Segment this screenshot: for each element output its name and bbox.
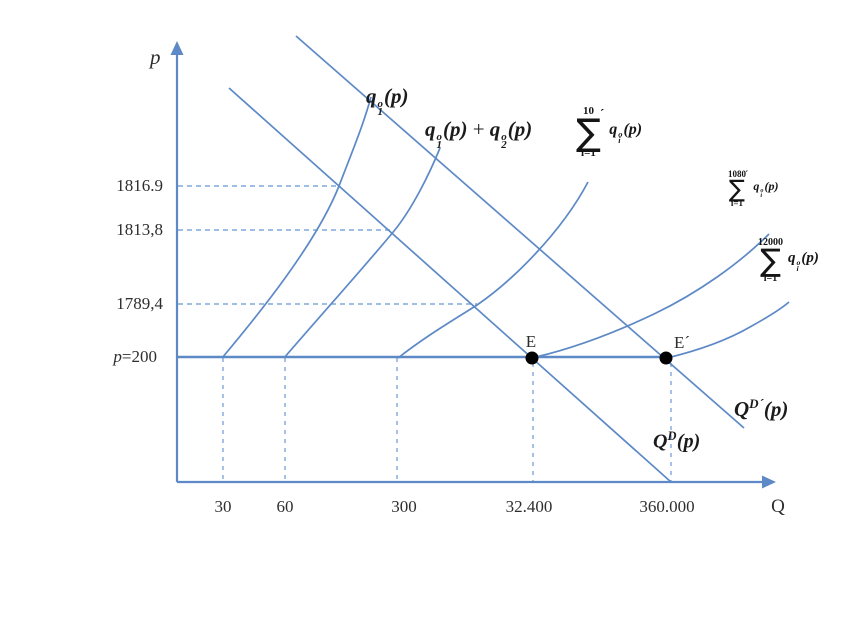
demand-curve-QD-prime — [295, 35, 745, 429]
x-axis-arrowhead-icon — [762, 475, 776, 489]
x-axis-label-q: Q — [771, 496, 785, 517]
y-axis-arrowhead-icon — [170, 41, 184, 55]
sigma-summand: q o i (p) — [753, 179, 779, 200]
supply-curve-sum-1080 — [535, 233, 770, 358]
label-supply-sum-1080: 1080 ∑ i=1 ´ q o i (p) — [728, 170, 778, 208]
label-demand-QD: QD(p) — [653, 429, 701, 453]
point-label-E: E — [525, 332, 537, 351]
label-supply-q1: q o 1 (p) — [366, 84, 409, 119]
sigma-icon: ∑ — [576, 111, 601, 154]
supply-curve-q1 — [221, 96, 372, 359]
demand-curve-QD — [228, 87, 672, 483]
sigma-stack: 1080 ∑ i=1 — [728, 169, 746, 209]
x-tick-360000: 360.000 — [639, 497, 695, 516]
sigma-icon: ∑ — [728, 175, 746, 203]
supply-curve-sum-10 — [397, 181, 589, 359]
sigma-stack: 12000 ∑ i=1 — [758, 237, 783, 285]
sigma-summand: q o i (p) — [788, 250, 819, 273]
x-tick-60: 60 — [276, 497, 294, 516]
sigma-prime-mark: ´ — [745, 170, 749, 181]
x-tick-300: 300 — [391, 497, 417, 516]
sigma-prime-mark: ´ — [599, 106, 605, 121]
y-tick-1813-8: 1813,8 — [116, 220, 163, 239]
y-tick-1789-4: 1789,4 — [116, 294, 163, 313]
y-tick-1816-9: 1816.9 — [116, 176, 163, 195]
label-supply-q1-plus-q2: q o 1 (p) + q o 2 (p) — [425, 117, 533, 152]
y-tick-p200: p=200 — [113, 347, 157, 366]
equilibrium-point-E-prime — [659, 351, 673, 365]
label-supply-sum-12000: 12000 ∑ i=1 q o i (p) — [758, 238, 819, 284]
supply-curve-sum-12000 — [666, 301, 790, 359]
supply-curve-q1-plus-q2 — [283, 147, 441, 359]
label-supply-sum-10: 10 ∑ i=1 ´ q o i (p) — [576, 106, 642, 159]
sigma-stack: 10 ∑ i=1 — [576, 105, 601, 160]
sigma-icon: ∑ — [760, 243, 781, 279]
x-tick-32400: 32.400 — [505, 497, 553, 516]
equilibrium-point-E — [525, 351, 539, 365]
y-axis-label: p — [150, 45, 161, 69]
label-demand-QD-prime: QD´(p) — [734, 396, 789, 421]
sigma-summand: q o i (p) — [609, 120, 643, 146]
point-label-E-prime: E´ — [673, 333, 691, 352]
x-tick-30: 30 — [214, 497, 232, 516]
